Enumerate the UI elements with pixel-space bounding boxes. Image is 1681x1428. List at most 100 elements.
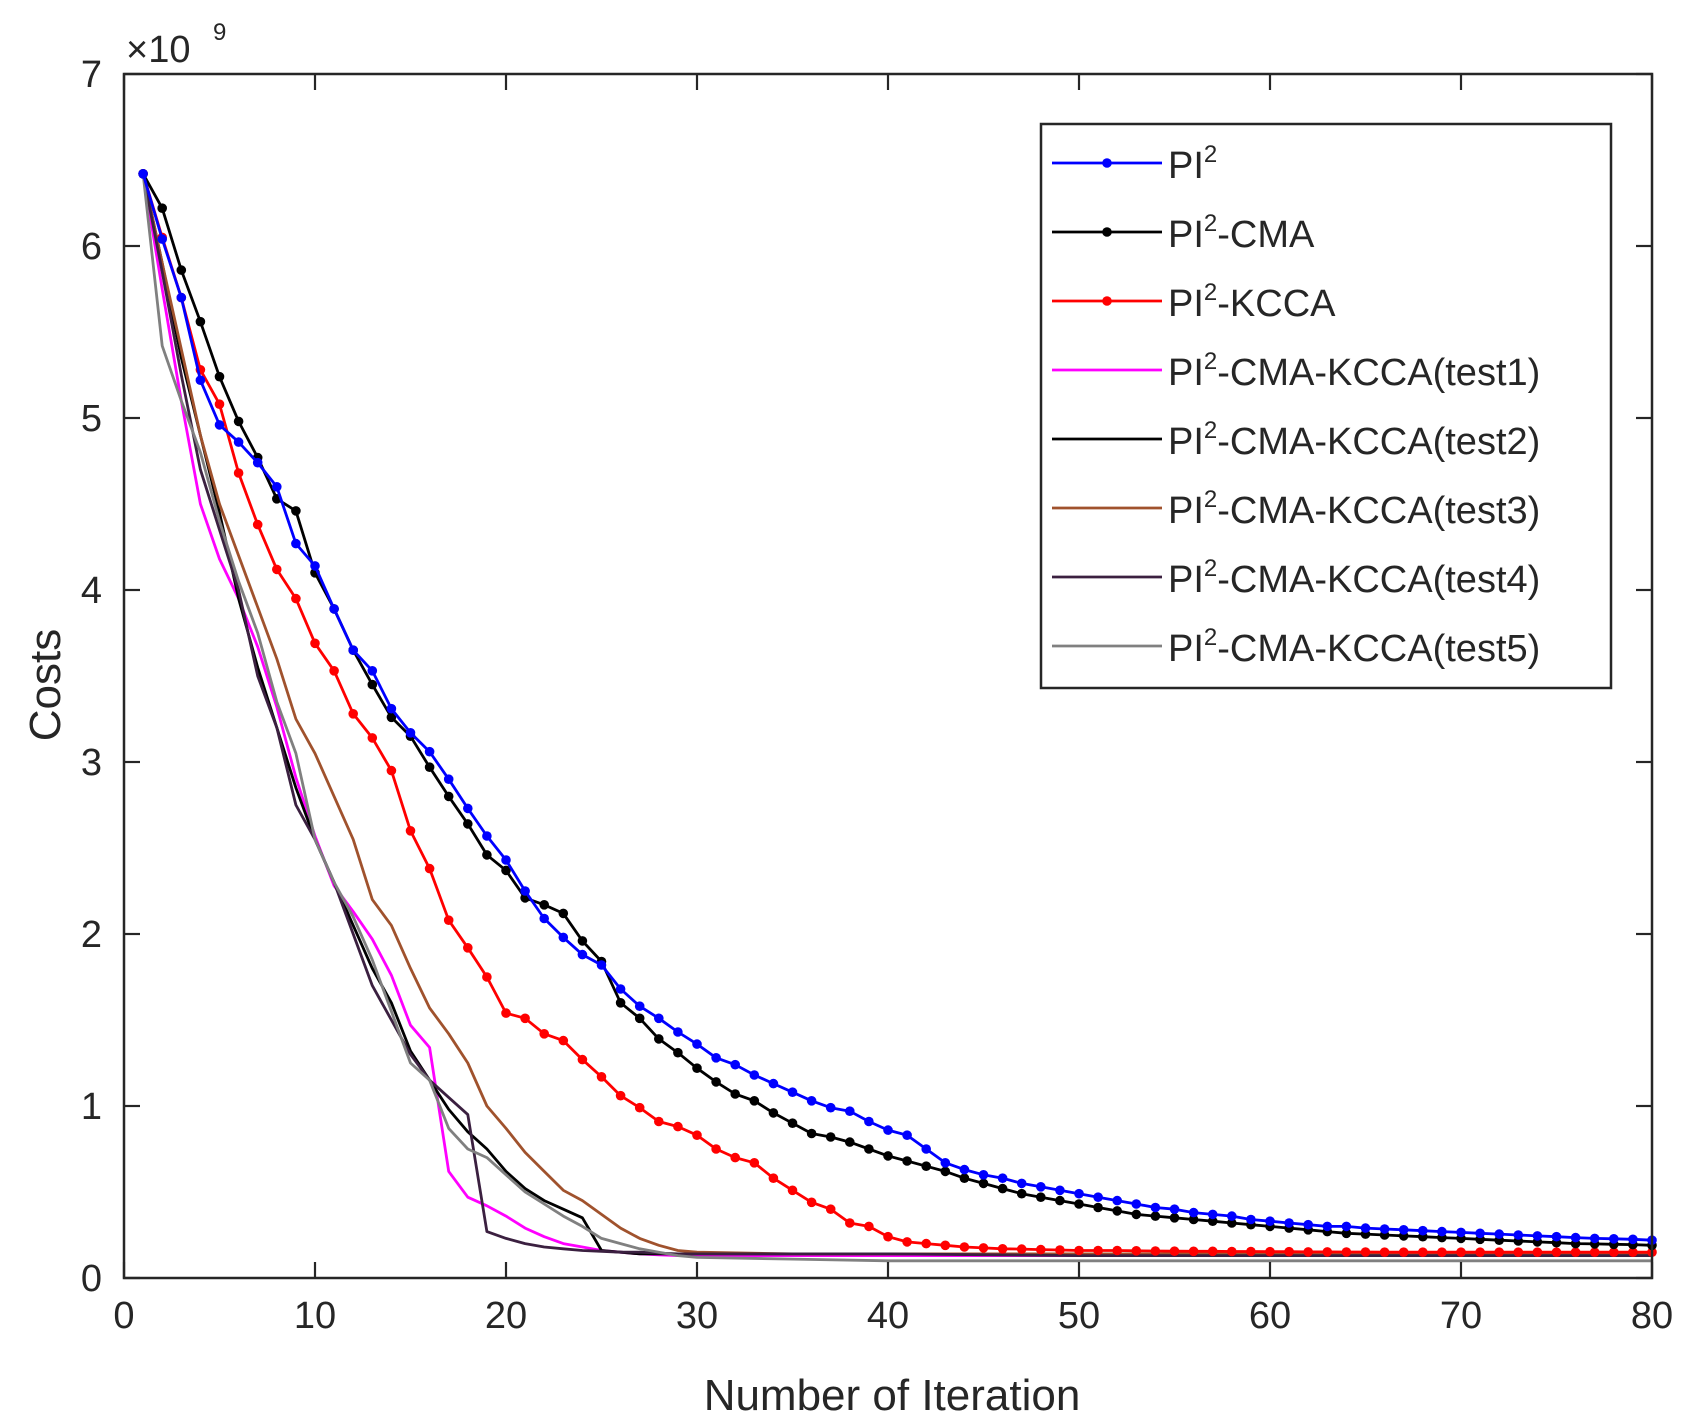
data-point	[233, 437, 244, 447]
data-point	[1494, 1247, 1504, 1257]
data-point	[1074, 1199, 1084, 1209]
data-point	[1418, 1247, 1428, 1257]
x-tick-label: 50	[1058, 1295, 1100, 1337]
data-point	[482, 831, 492, 841]
data-point	[1322, 1221, 1333, 1232]
y-tick-label: 6	[81, 226, 102, 268]
data-point	[749, 1158, 760, 1168]
data-point	[1016, 1244, 1027, 1254]
data-point	[1284, 1218, 1294, 1228]
series-line-pi2-cma-kcca-test5	[141, 173, 1652, 1263]
data-point	[1609, 1247, 1619, 1257]
data-point	[978, 1178, 989, 1189]
series-line-pi2-cma-kcca-test3	[141, 173, 1652, 1256]
x-tick-label: 40	[867, 1295, 909, 1337]
data-point	[195, 375, 206, 386]
data-point	[386, 703, 397, 714]
data-point	[634, 1001, 645, 1011]
data-point	[558, 1035, 569, 1046]
data-point	[1379, 1247, 1390, 1257]
legend-marker	[1102, 227, 1112, 237]
data-point	[692, 1039, 702, 1049]
data-point	[1589, 1247, 1600, 1257]
data-point	[1150, 1246, 1161, 1256]
data-point	[1169, 1213, 1180, 1223]
data-point	[997, 1173, 1008, 1183]
data-point	[845, 1106, 855, 1116]
data-point	[978, 1243, 989, 1253]
data-point	[482, 972, 492, 982]
series-pi2-cma-kcca-test3	[141, 173, 1652, 1256]
data-point	[902, 1130, 912, 1140]
data-point	[291, 593, 301, 604]
data-point	[787, 1185, 798, 1196]
data-point	[272, 564, 282, 575]
data-point	[749, 1096, 760, 1106]
data-point	[1227, 1218, 1237, 1228]
data-point	[577, 936, 588, 946]
legend-item-pi2: PI2	[1052, 141, 1217, 187]
series-pi2-cma-kcca-test5	[141, 173, 1652, 1263]
data-point	[1150, 1202, 1161, 1213]
data-point	[864, 1221, 874, 1232]
data-point	[367, 679, 378, 690]
data-point	[1609, 1234, 1619, 1244]
data-point	[730, 1089, 740, 1099]
data-point	[1131, 1199, 1142, 1209]
series-layer	[138, 169, 1657, 1263]
data-point	[1341, 1221, 1352, 1232]
data-point	[1570, 1247, 1581, 1257]
data-point	[1494, 1229, 1504, 1239]
data-point	[1589, 1233, 1600, 1244]
data-point	[959, 1242, 970, 1252]
data-point	[1169, 1246, 1180, 1256]
data-point	[959, 1173, 970, 1183]
data-point	[1207, 1209, 1218, 1220]
data-point	[1398, 1225, 1409, 1235]
data-point	[806, 1197, 817, 1208]
data-point	[1188, 1246, 1199, 1257]
data-point	[883, 1125, 893, 1135]
y-multiplier-exponent: 9	[213, 19, 226, 46]
data-point	[921, 1144, 931, 1154]
data-point	[615, 984, 626, 994]
data-point	[692, 1063, 702, 1073]
x-tick-label: 70	[1440, 1295, 1482, 1337]
data-point	[1016, 1178, 1027, 1189]
data-point	[1055, 1185, 1065, 1196]
data-point	[864, 1144, 874, 1154]
data-point	[596, 1072, 607, 1082]
series-pi2-cma	[138, 169, 1657, 1251]
data-point	[1456, 1227, 1466, 1238]
data-point	[1379, 1224, 1390, 1234]
series-line-pi2-cma-kcca-test1	[141, 173, 1652, 1257]
data-point	[1265, 1216, 1275, 1226]
data-point	[692, 1130, 702, 1140]
data-point	[329, 666, 339, 676]
x-tick-label: 30	[676, 1295, 718, 1337]
legend-item-pi2-cma-kcca-test4: PI2-CMA-KCCA(test4)	[1052, 555, 1540, 601]
data-point	[1341, 1247, 1352, 1257]
legend-item-pi2-cma-kcca-test1: PI2-CMA-KCCA(test1)	[1052, 348, 1540, 394]
legend-item-pi2-kcca: PI2-KCCA	[1052, 279, 1336, 325]
data-point	[501, 1008, 511, 1018]
data-point	[463, 819, 473, 829]
data-point	[443, 791, 454, 802]
data-point	[1150, 1211, 1161, 1221]
data-point	[749, 1070, 760, 1080]
legend-item-pi2-cma-kcca-test2: PI2-CMA-KCCA(test2)	[1052, 417, 1540, 463]
data-point	[940, 1166, 951, 1177]
data-point	[1131, 1246, 1142, 1256]
data-point	[1551, 1247, 1562, 1257]
data-point	[1131, 1209, 1142, 1220]
data-point	[1437, 1226, 1447, 1237]
data-point	[252, 519, 263, 530]
data-point	[921, 1238, 931, 1249]
data-point	[157, 234, 167, 244]
data-point	[1322, 1247, 1333, 1257]
data-point	[1284, 1246, 1294, 1257]
legend-marker	[1102, 296, 1112, 306]
series-line-pi2-cma-kcca-test4	[141, 173, 1652, 1257]
data-point	[711, 1144, 721, 1154]
data-point	[1112, 1206, 1122, 1216]
